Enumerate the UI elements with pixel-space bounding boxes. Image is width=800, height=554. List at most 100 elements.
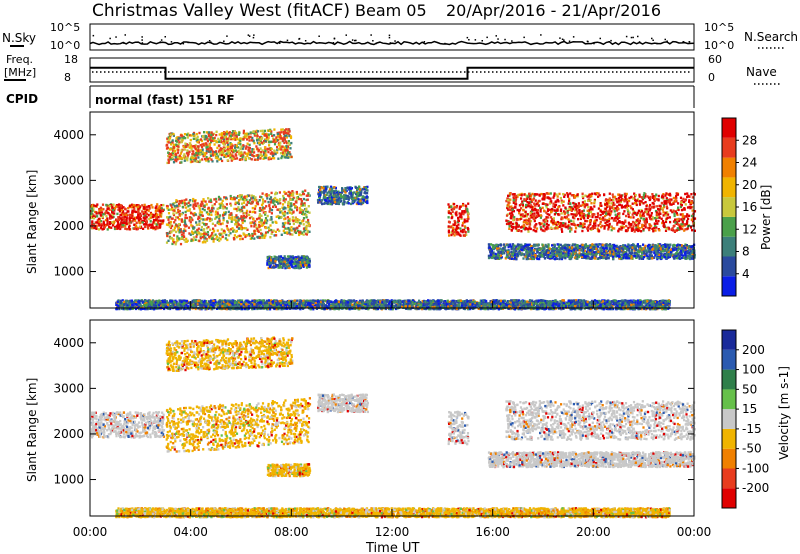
nsearch-dot xyxy=(630,36,633,39)
range-gate-cell xyxy=(239,139,242,143)
range-gate-cell xyxy=(493,254,496,258)
range-gate-cell xyxy=(654,195,657,198)
range-gate-cell xyxy=(167,141,170,144)
range-gate-cell xyxy=(563,247,566,250)
nsearch-dot xyxy=(651,37,653,40)
range-gate-cell xyxy=(620,250,623,253)
range-gate-cell xyxy=(147,214,150,217)
range-gate-cell xyxy=(308,261,311,264)
range-gate-cell xyxy=(578,211,581,214)
range-gate-cell xyxy=(539,208,542,211)
range-gate-cell xyxy=(466,219,469,223)
range-gate-cell xyxy=(617,250,620,253)
range-gate-cell xyxy=(679,196,683,199)
nsearch-dot xyxy=(187,41,189,44)
range-gate-cell xyxy=(591,226,594,229)
range-gate-cell xyxy=(99,227,103,230)
range-gate-cell xyxy=(276,256,279,259)
range-gate-cell xyxy=(622,198,625,202)
range-gate-cell xyxy=(559,224,562,227)
range-gate-cell xyxy=(533,249,536,252)
range-gate-cell xyxy=(205,211,208,214)
range-gate-cell xyxy=(451,216,454,219)
range-gate-cell xyxy=(547,251,550,254)
range-gate-cell xyxy=(256,134,259,138)
range-gate-cell xyxy=(615,215,618,218)
range-gate-cell xyxy=(461,221,465,225)
range-gate-cell xyxy=(245,198,248,202)
range-gate-cell xyxy=(302,197,305,201)
range-gate-cell xyxy=(647,210,650,214)
range-gate-cell xyxy=(213,143,216,146)
range-gate-cell xyxy=(175,159,178,163)
range-gate-cell xyxy=(109,205,112,208)
range-gate-cell xyxy=(222,153,226,157)
range-gate-cell xyxy=(201,158,204,161)
range-gate-cell xyxy=(616,244,619,248)
range-gate-cell xyxy=(263,134,266,137)
range-gate-cell xyxy=(278,216,281,220)
range-gate-cell xyxy=(502,248,505,251)
range-gate-cell xyxy=(154,222,157,225)
range-gate-cell xyxy=(262,200,265,204)
range-gate-cell xyxy=(537,254,540,258)
range-gate-cell xyxy=(268,129,271,133)
range-gate-cell xyxy=(627,226,630,230)
range-gate-cell xyxy=(276,264,279,267)
range-gate-cell xyxy=(172,239,175,243)
range-gate-cell xyxy=(248,136,251,139)
nsearch-dot xyxy=(593,42,595,45)
range-gate-cell xyxy=(283,134,286,137)
range-gate-cell xyxy=(647,196,651,199)
range-gate-cell xyxy=(208,134,211,138)
range-gate-cell xyxy=(244,235,247,239)
range-gate-cell xyxy=(285,156,288,159)
range-gate-cell xyxy=(177,148,180,152)
range-gate-cell xyxy=(629,204,632,208)
range-gate-cell xyxy=(97,221,100,225)
range-gate-cell xyxy=(634,247,637,251)
range-gate-cell xyxy=(253,232,256,235)
range-gate-cell xyxy=(267,158,270,161)
range-gate-cell xyxy=(241,158,244,161)
range-gate-cell xyxy=(203,134,206,138)
range-gate-cell xyxy=(238,158,241,161)
range-gate-cell xyxy=(203,218,207,221)
range-gate-cell xyxy=(150,226,153,229)
range-gate-cell xyxy=(285,134,288,137)
range-gate-cell xyxy=(301,212,304,215)
range-gate-cell xyxy=(577,202,580,205)
nsearch-dot xyxy=(394,40,396,42)
range-gate-cell xyxy=(215,200,218,203)
range-gate-cell xyxy=(261,236,264,239)
range-gate-cell xyxy=(610,245,613,248)
range-gate-cell xyxy=(183,235,186,238)
range-gate-cell xyxy=(448,234,451,237)
range-gate-cell xyxy=(651,227,654,230)
range-gate-cell xyxy=(305,210,308,213)
range-gate-cell xyxy=(599,222,602,226)
range-gate-cell xyxy=(233,136,236,140)
range-gate-cell xyxy=(566,211,569,214)
range-gate-cell xyxy=(510,247,513,250)
range-gate-cell xyxy=(453,219,456,223)
range-gate-cell xyxy=(253,151,256,154)
range-gate-cell xyxy=(460,230,463,233)
range-gate-cell xyxy=(228,216,231,220)
range-gate-cell xyxy=(516,195,519,199)
range-gate-cell xyxy=(178,202,181,206)
range-gate-cell xyxy=(668,255,671,259)
range-gate-cell xyxy=(684,203,687,206)
range-gate-cell xyxy=(273,134,276,137)
range-gate-cell xyxy=(236,209,239,212)
range-gate-cell xyxy=(638,250,641,254)
nsearch-dot xyxy=(481,40,483,42)
range-gate-cell xyxy=(259,207,262,210)
range-gate-cell xyxy=(108,208,111,211)
range-gate-cell xyxy=(111,224,115,227)
range-gate-cell xyxy=(547,208,550,211)
range-gate-cell xyxy=(176,151,180,154)
range-gate-cell xyxy=(615,199,618,202)
range-gate-cell xyxy=(220,140,223,144)
range-gate-cell xyxy=(499,254,502,257)
